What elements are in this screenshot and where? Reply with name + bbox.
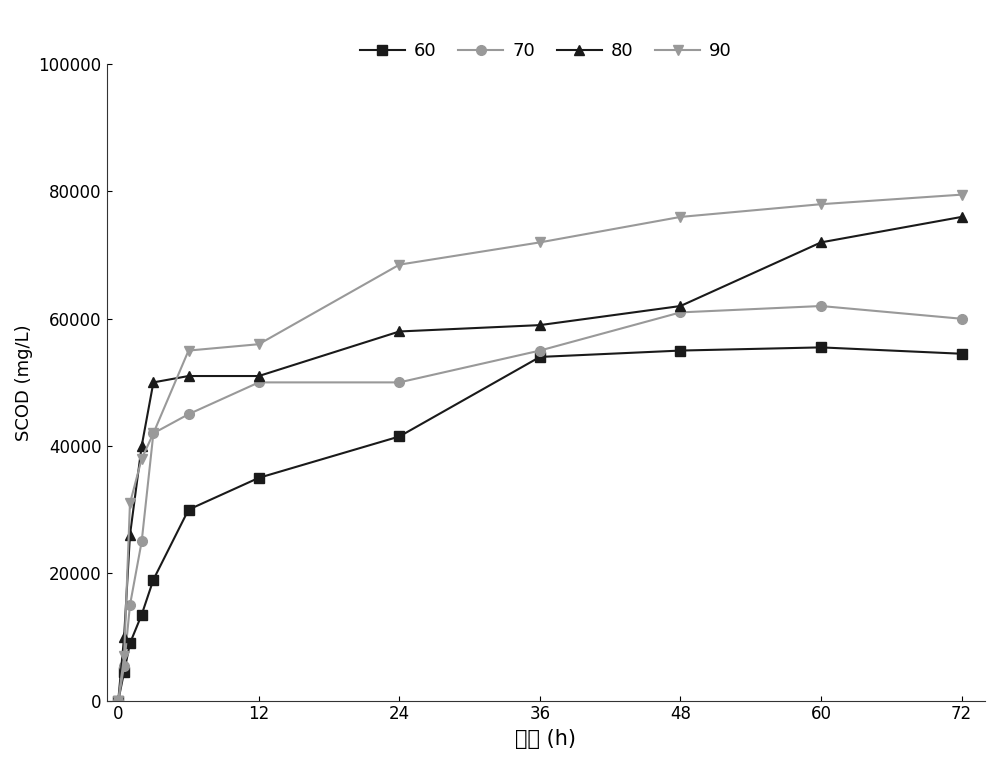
60 xyxy=(147,575,159,584)
90 xyxy=(253,340,265,349)
Line: 90: 90 xyxy=(113,189,966,705)
X-axis label: 时间 (h): 时间 (h) xyxy=(515,729,576,749)
60 xyxy=(253,473,265,482)
60 xyxy=(112,696,124,705)
70 xyxy=(393,378,405,387)
Y-axis label: SCOD (mg/L): SCOD (mg/L) xyxy=(15,324,33,441)
80 xyxy=(674,302,686,311)
80 xyxy=(136,442,148,451)
80 xyxy=(147,378,159,387)
Legend: 60, 70, 80, 90: 60, 70, 80, 90 xyxy=(352,35,739,67)
70 xyxy=(674,308,686,317)
80 xyxy=(124,530,136,539)
60 xyxy=(124,639,136,648)
70 xyxy=(253,378,265,387)
70 xyxy=(147,429,159,438)
80 xyxy=(534,321,546,330)
80 xyxy=(393,327,405,336)
90 xyxy=(124,499,136,508)
70 xyxy=(534,346,546,355)
90 xyxy=(674,212,686,222)
90 xyxy=(956,190,968,199)
70 xyxy=(118,661,130,670)
70 xyxy=(136,537,148,546)
60 xyxy=(956,349,968,358)
80 xyxy=(815,238,827,247)
90 xyxy=(136,454,148,463)
60 xyxy=(674,346,686,355)
90 xyxy=(815,199,827,209)
60 xyxy=(118,668,130,677)
80 xyxy=(118,633,130,642)
80 xyxy=(112,696,124,705)
60 xyxy=(393,432,405,441)
80 xyxy=(253,371,265,380)
Line: 80: 80 xyxy=(113,212,966,705)
90 xyxy=(534,238,546,247)
70 xyxy=(815,302,827,311)
60 xyxy=(136,610,148,620)
90 xyxy=(183,346,195,355)
90 xyxy=(147,429,159,438)
90 xyxy=(393,260,405,269)
60 xyxy=(183,505,195,514)
90 xyxy=(112,696,124,705)
70 xyxy=(183,410,195,419)
70 xyxy=(956,314,968,323)
Line: 60: 60 xyxy=(113,342,966,705)
80 xyxy=(956,212,968,222)
60 xyxy=(534,352,546,361)
70 xyxy=(112,696,124,705)
70 xyxy=(124,601,136,610)
80 xyxy=(183,371,195,380)
90 xyxy=(118,652,130,661)
60 xyxy=(815,343,827,352)
Line: 70: 70 xyxy=(113,301,966,705)
